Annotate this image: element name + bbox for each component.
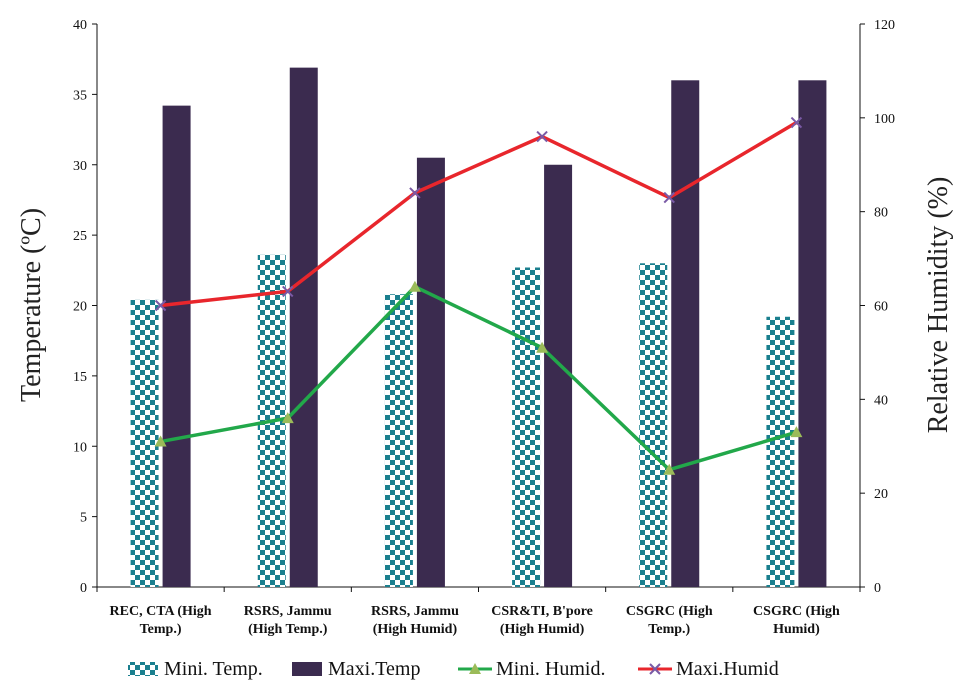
point-mini-humid — [154, 435, 167, 447]
y2-tick-label: 20 — [874, 487, 888, 502]
point-mini-humid — [790, 426, 803, 438]
x-tick-label: RSRS, Jammu (High Humid) — [371, 604, 459, 637]
point-mini-humid — [663, 463, 676, 475]
bar-maxi-temp — [416, 157, 445, 587]
x-tick-label: CSGRC (High Temp.) — [626, 604, 713, 637]
x-tick-label: CSR&TI, B'pore (High Humid) — [491, 604, 593, 637]
line-maxi-humid — [160, 121, 798, 308]
legend-label-mini-temp: Mini. Temp. — [164, 658, 263, 680]
line-mini-humid — [160, 284, 797, 472]
x-tick-label: CSGRC (High Humid) — [753, 604, 840, 637]
point-mini-humid — [281, 412, 294, 424]
y2-axis-title: Relative Humidity (%) — [923, 177, 954, 434]
bar-mini-temp — [384, 294, 413, 587]
y-tick-label: 10 — [73, 440, 87, 455]
bar-mini-temp — [766, 316, 795, 587]
legend-swatch-maxi-temp — [292, 662, 322, 676]
legend: Mini. Temp. Maxi.Temp Mini. Humid. Maxi.Hum… — [128, 658, 779, 680]
bar-maxi-temp — [289, 67, 318, 587]
legend-marker-maxi-humid — [649, 663, 661, 675]
y-tick-label: 5 — [80, 511, 87, 526]
y2-tick-label: 120 — [874, 18, 895, 33]
point-mini-humid — [408, 280, 421, 292]
bar-mini-temp — [639, 263, 668, 587]
plot-area: 0 5 10 15 20 25 30 35 40 0 20 40 60 80 100 120 REC, CTA … — [73, 18, 895, 637]
y-tick-label: 20 — [73, 300, 87, 315]
bar-maxi-temp — [162, 105, 191, 587]
bar-maxi-temp — [671, 80, 700, 588]
legend-marker-mini-humid — [469, 663, 481, 674]
y-axis-title: Temperature (ºC) — [16, 208, 47, 402]
x-tick-label: REC, CTA (High Temp.) — [110, 604, 212, 637]
bar-maxi-temp — [798, 80, 827, 588]
y2-tick-label: 0 — [874, 581, 881, 596]
legend-label-maxi-temp: Maxi.Temp — [328, 658, 420, 680]
y2-tick-label: 40 — [874, 393, 888, 408]
point-maxi-humid — [409, 187, 421, 199]
legend-swatch-mini-temp — [128, 662, 158, 676]
legend-label-mini-humid: Mini. Humid. — [496, 658, 605, 680]
point-maxi-humid — [282, 285, 294, 298]
y2-tick-label: 80 — [874, 206, 888, 221]
bar-mini-temp — [512, 267, 541, 587]
point-maxi-humid — [790, 116, 803, 129]
point-maxi-humid — [154, 299, 167, 312]
x-tick-label: RSRS, Jammu (High Temp.) — [244, 604, 332, 637]
y-tick-label: 30 — [73, 159, 87, 174]
bar-maxi-temp — [544, 164, 573, 587]
y-tick-label: 25 — [73, 229, 87, 244]
bar-mini-temp — [130, 299, 159, 587]
legend-label-maxi-humid: Maxi.Humid — [676, 658, 779, 680]
point-maxi-humid — [536, 130, 548, 143]
y-tick-label: 40 — [73, 18, 87, 33]
y-tick-label: 0 — [80, 581, 87, 596]
y2-tick-label: 100 — [874, 112, 895, 127]
y-tick-label: 35 — [73, 88, 87, 103]
point-mini-humid — [536, 341, 549, 353]
y2-tick-label: 60 — [874, 300, 888, 315]
y-tick-label: 15 — [73, 370, 87, 385]
point-maxi-humid — [663, 191, 675, 204]
